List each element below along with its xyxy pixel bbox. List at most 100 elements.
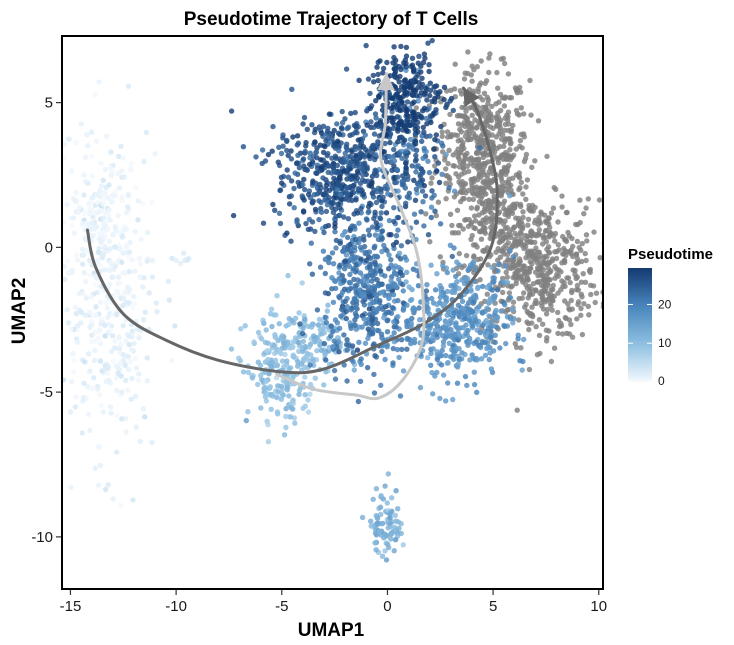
data-point bbox=[398, 337, 405, 343]
data-point bbox=[133, 365, 140, 371]
data-point bbox=[307, 161, 313, 168]
data-point bbox=[543, 327, 550, 333]
data-point bbox=[89, 318, 95, 324]
data-point bbox=[356, 339, 362, 345]
data-point bbox=[332, 224, 338, 230]
data-point bbox=[364, 164, 370, 170]
data-point bbox=[284, 147, 290, 154]
data-point bbox=[149, 274, 156, 280]
data-point bbox=[413, 147, 420, 153]
data-point bbox=[414, 93, 420, 99]
data-point bbox=[384, 342, 390, 348]
data-point bbox=[302, 374, 308, 380]
data-point bbox=[471, 369, 477, 375]
data-point bbox=[346, 263, 352, 269]
data-point bbox=[355, 170, 361, 176]
data-point bbox=[154, 309, 160, 315]
data-point bbox=[321, 229, 327, 236]
data-point bbox=[303, 143, 309, 149]
data-point bbox=[454, 380, 461, 386]
data-point bbox=[427, 87, 434, 94]
data-point bbox=[376, 528, 382, 535]
data-point bbox=[352, 129, 358, 136]
data-point bbox=[380, 70, 386, 76]
chart-title: Pseudotime Trajectory of T Cells bbox=[184, 9, 479, 30]
data-point bbox=[102, 209, 108, 215]
data-point bbox=[413, 169, 419, 175]
data-point bbox=[482, 104, 489, 110]
data-point bbox=[451, 282, 457, 288]
data-point bbox=[306, 216, 313, 223]
data-point bbox=[591, 229, 597, 235]
data-point bbox=[322, 350, 328, 357]
data-point bbox=[276, 144, 282, 150]
data-point bbox=[105, 314, 111, 321]
data-point bbox=[119, 259, 125, 266]
data-point bbox=[126, 341, 132, 348]
data-point bbox=[409, 163, 415, 169]
data-point bbox=[461, 310, 468, 316]
data-point bbox=[373, 220, 379, 226]
data-point bbox=[243, 417, 249, 424]
data-point bbox=[405, 176, 411, 183]
data-point bbox=[365, 149, 371, 155]
data-point bbox=[102, 486, 109, 493]
data-point bbox=[54, 397, 59, 402]
data-point bbox=[79, 246, 86, 252]
data-point bbox=[471, 135, 478, 141]
data-point bbox=[348, 176, 354, 182]
data-point bbox=[353, 262, 359, 268]
data-point bbox=[84, 248, 90, 254]
data-point bbox=[73, 310, 79, 317]
data-point bbox=[119, 234, 126, 240]
data-point bbox=[361, 302, 368, 308]
data-point bbox=[440, 143, 446, 149]
data-point bbox=[501, 143, 507, 149]
data-point bbox=[270, 123, 276, 130]
data-point bbox=[395, 227, 401, 233]
data-point bbox=[388, 284, 394, 290]
data-point bbox=[72, 199, 79, 205]
data-point bbox=[396, 250, 403, 256]
data-point bbox=[323, 357, 329, 363]
data-point bbox=[62, 276, 68, 283]
data-point bbox=[396, 525, 402, 532]
data-point bbox=[411, 177, 417, 183]
data-point bbox=[337, 181, 343, 187]
data-point bbox=[420, 169, 426, 175]
data-point bbox=[284, 167, 290, 173]
data-point bbox=[377, 268, 384, 274]
data-point bbox=[344, 141, 350, 147]
data-point bbox=[101, 221, 107, 227]
data-point bbox=[450, 107, 456, 114]
data-point bbox=[351, 211, 357, 217]
data-point bbox=[525, 320, 532, 327]
data-point bbox=[389, 95, 396, 102]
data-point bbox=[496, 119, 503, 126]
data-point bbox=[296, 391, 302, 398]
data-point bbox=[485, 344, 492, 350]
data-point bbox=[352, 254, 359, 260]
data-point bbox=[345, 243, 351, 249]
data-point bbox=[474, 389, 480, 395]
data-point bbox=[383, 310, 389, 316]
data-point bbox=[314, 307, 321, 313]
data-point bbox=[422, 193, 429, 199]
data-point bbox=[512, 85, 519, 91]
data-point bbox=[124, 284, 131, 290]
data-point bbox=[73, 394, 79, 400]
data-point bbox=[582, 250, 588, 257]
data-point bbox=[128, 160, 134, 167]
data-point bbox=[581, 301, 587, 307]
data-point bbox=[127, 249, 133, 255]
data-point bbox=[291, 185, 297, 192]
data-point bbox=[425, 158, 431, 164]
data-point bbox=[395, 297, 401, 304]
data-point bbox=[344, 145, 350, 151]
data-point bbox=[436, 179, 443, 186]
data-point bbox=[480, 248, 486, 254]
data-point bbox=[81, 192, 87, 198]
data-point bbox=[477, 145, 483, 151]
data-point bbox=[391, 44, 397, 50]
data-point bbox=[402, 77, 408, 84]
